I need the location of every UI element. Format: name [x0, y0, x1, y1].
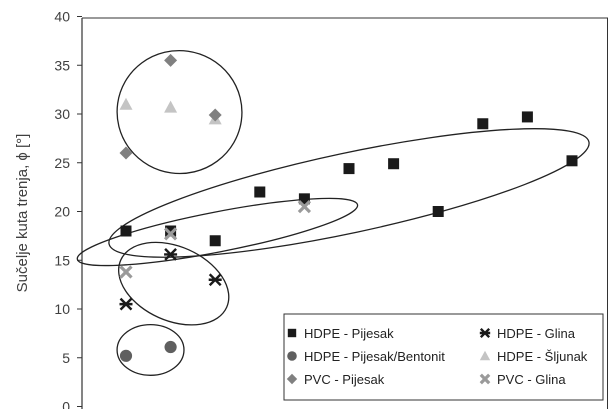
legend-marker [479, 327, 491, 339]
group-hdpe-pijesak-large [108, 128, 590, 258]
legend-label: HDPE - Pijesak/Bentonit [304, 349, 445, 364]
group-mixed-middle [76, 197, 359, 267]
point-pvc-pijesak [208, 108, 222, 122]
y-tick-label: 35 [54, 57, 70, 73]
y-axis-ticks: 0 5 10 15 20 25 30 35 40 [54, 9, 82, 409]
point-hdpe-pijesak [209, 235, 221, 247]
point-hdpe-pijesak [343, 163, 355, 175]
point-hdpe-glina [119, 297, 133, 311]
grouping-ellipses [76, 49, 590, 376]
legend: HDPE - Pijesak HDPE - Glina HDPE - Pijesak… [283, 313, 604, 401]
point-hdpe-pijesak [521, 111, 533, 123]
point-pvc-pijesak [119, 146, 133, 160]
group-bentonit [116, 323, 185, 376]
group-hdpe-glina [118, 241, 230, 326]
point-hdpe-pijesak-bentonit [119, 349, 133, 362]
point-hdpe-pijesak [165, 225, 177, 237]
y-tick-label: 10 [54, 301, 70, 317]
y-tick-label: 25 [54, 155, 70, 171]
point-pvc-glina [297, 199, 312, 214]
point-hdpe-ljunak [164, 100, 178, 113]
legend-marker [286, 373, 298, 385]
legend-marker [287, 351, 297, 361]
point-hdpe-pijesak [120, 225, 132, 237]
y-axis-title: Sučelje kuta trenja, ϕ [°] [14, 134, 31, 293]
legend-label: HDPE - Glina [497, 326, 576, 341]
legend-marker [479, 373, 491, 385]
point-hdpe-pijesak [432, 206, 444, 217]
group-pvc-pijesak-sljunak [116, 49, 243, 175]
point-hdpe-pijesak [477, 118, 489, 130]
legend-label: HDPE - Šljunak [497, 349, 588, 364]
legend-marker [479, 350, 491, 361]
point-hdpe-pijesak [254, 186, 266, 198]
y-tick-label: 20 [54, 204, 70, 220]
data-points [119, 53, 578, 362]
point-hdpe-ljunak [119, 97, 133, 110]
point-hdpe-pijesak [566, 155, 578, 167]
legend-label: PVC - Pijesak [304, 372, 385, 387]
point-pvc-pijesak [164, 53, 178, 67]
y-tick-label: 40 [54, 9, 70, 25]
y-tick-label: 5 [62, 350, 70, 366]
point-hdpe-glina [208, 273, 222, 287]
legend-marker [287, 328, 297, 338]
legend-box [283, 313, 604, 401]
legend-label: PVC - Glina [497, 372, 566, 387]
y-tick-label: 0 [62, 399, 70, 409]
point-pvc-glina [119, 265, 133, 279]
point-hdpe-pijesak [298, 193, 310, 205]
legend-label: HDPE - Pijesak [304, 326, 394, 341]
y-tick-label: 15 [54, 252, 70, 268]
point-pvc-glina [163, 227, 178, 241]
point-hdpe-pijesak-bentonit [164, 340, 177, 354]
point-hdpe-pijesak [388, 158, 400, 170]
y-tick-label: 30 [54, 106, 70, 122]
point-hdpe-glina [164, 248, 178, 261]
